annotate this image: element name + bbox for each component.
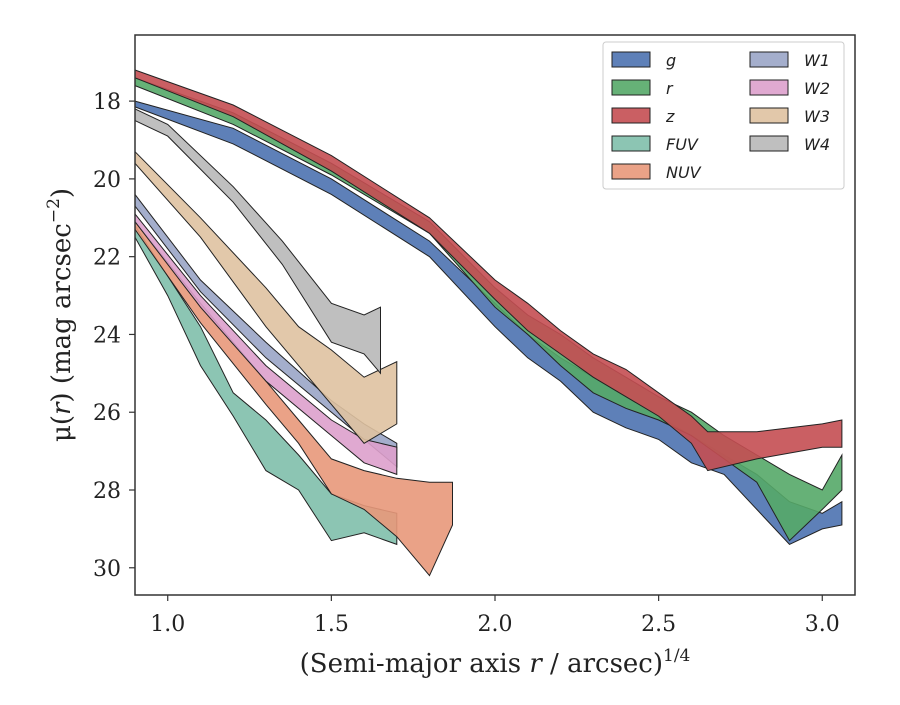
x-axis-label: (Semi-major axis r / arcsec)1/4	[300, 646, 691, 679]
legend-swatch-fuv	[611, 135, 651, 152]
y-tick-label: 22	[93, 246, 121, 271]
x-tick-label: 1.0	[150, 612, 185, 637]
legend-swatch-g	[611, 51, 651, 68]
x-axis: 1.0 1.5 2.0 2.5 3.0	[150, 595, 840, 637]
y-tick-label: 28	[93, 479, 121, 504]
legend-label-g: g	[666, 51, 676, 70]
legend-box	[602, 41, 845, 190]
legend-label-fuv: FUV	[666, 135, 699, 154]
x-tick-label: 2.5	[641, 612, 676, 637]
y-axis: 18 20 22 24 26 28 30	[93, 90, 135, 582]
legend-swatch-r	[611, 79, 651, 96]
series-areas	[134, 69, 843, 577]
series-area-w2	[134, 212, 398, 476]
x-tick-label: 3.0	[805, 612, 840, 637]
legend-label-r: r	[666, 79, 674, 98]
legend-label-z: z	[665, 107, 675, 126]
legend-swatch-w4	[749, 135, 789, 152]
legend-label-w1: W1	[804, 51, 830, 70]
series-area-w4	[134, 108, 381, 375]
x-tick-label: 1.5	[314, 612, 349, 637]
legend-label-w4: W4	[804, 135, 830, 154]
legend-swatch-w2	[749, 79, 789, 96]
y-tick-label: 18	[93, 90, 121, 115]
series-area-nuv	[134, 220, 453, 577]
legend-swatch-w3	[749, 107, 789, 124]
series-area-z	[134, 69, 843, 472]
y-tick-label: 20	[93, 168, 121, 193]
legend-label-w2: W2	[804, 79, 830, 98]
legend-label-nuv: NUV	[666, 163, 702, 182]
legend-label-w3: W3	[804, 107, 830, 126]
legend-swatch-nuv	[611, 163, 651, 180]
y-axis-label: μ(r) (mag arcsec−2)	[44, 188, 77, 442]
legend: grz FUV NUV W1 W2 W3 W4	[602, 41, 845, 190]
y-tick-label: 30	[93, 557, 121, 582]
legend-swatch-z	[611, 107, 651, 124]
series-area-w3	[134, 150, 398, 444]
y-tick-label: 24	[93, 323, 121, 348]
legend-swatch-w1	[749, 51, 789, 68]
y-tick-label: 26	[93, 401, 121, 426]
x-tick-label: 2.0	[478, 612, 513, 637]
